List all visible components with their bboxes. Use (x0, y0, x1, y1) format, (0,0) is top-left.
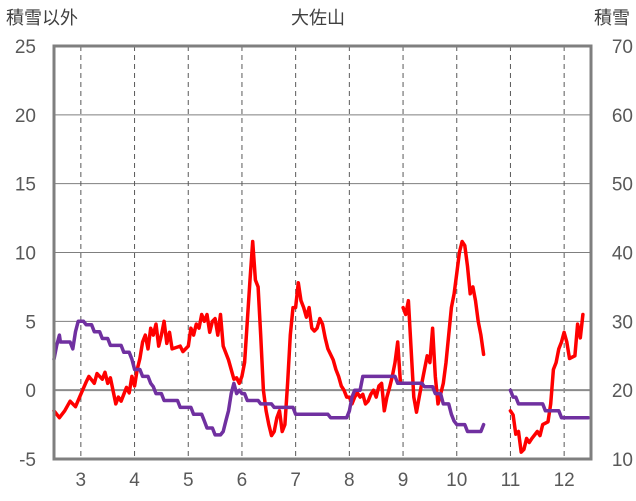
right-y-tick-label: 60 (612, 106, 633, 127)
left-y-tick-label: 5 (25, 312, 36, 333)
gridlines (54, 45, 591, 460)
x-tick-label: 12 (554, 470, 575, 491)
temperature-series-line (508, 312, 585, 454)
left-axis-title: 積雪以外 (6, 8, 78, 29)
x-tick-label: 7 (290, 470, 301, 491)
x-tick-label: 5 (183, 470, 194, 491)
plot-frame (52, 44, 593, 461)
x-tick-label: 3 (76, 470, 87, 491)
right-y-tick-label: 20 (612, 381, 633, 402)
plot-border (52, 44, 593, 461)
chart-title: 大佐山 (291, 8, 345, 29)
right-axis-title: 積雪 (594, 8, 630, 29)
left-y-tick-label: 10 (15, 244, 36, 265)
right-y-tick-label: 40 (612, 244, 633, 265)
x-tick-label: 6 (237, 470, 248, 491)
snow-series-line (508, 388, 591, 420)
temperature-series-line (401, 239, 486, 414)
x-tick-label: 4 (129, 470, 140, 491)
left-y-tick-label: 25 (15, 37, 36, 58)
right-y-tick-label: 30 (612, 312, 633, 333)
temperature-series-line (52, 239, 403, 438)
right-y-tick-label: 50 (612, 175, 633, 196)
x-tick-label: 11 (501, 470, 521, 491)
x-tick-label: 8 (344, 470, 355, 491)
x-tick-label: 10 (446, 470, 467, 491)
right-y-tick-label: 10 (612, 450, 633, 471)
left-y-tick-label: 20 (15, 106, 36, 127)
left-y-tick-label: 0 (25, 381, 36, 402)
snow-series-line (52, 319, 486, 437)
right-y-tick-label: 70 (612, 37, 633, 58)
left-y-tick-label: -5 (19, 450, 36, 471)
plot-lines (52, 239, 591, 454)
left-y-tick-label: 15 (15, 175, 36, 196)
x-tick-label: 9 (398, 470, 409, 491)
